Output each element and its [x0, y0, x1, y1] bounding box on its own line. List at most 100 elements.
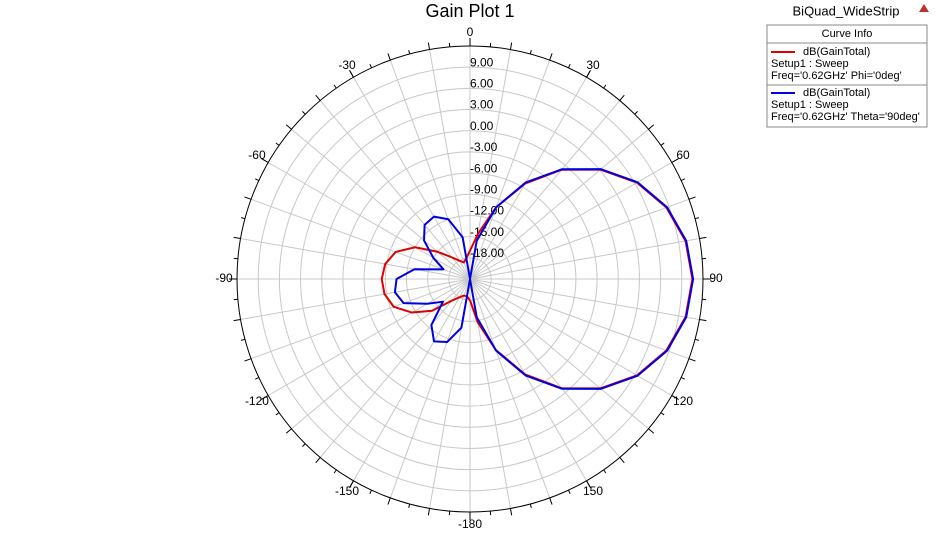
series-line — [393, 168, 695, 390]
legend-setup: Setup1 : Sweep — [771, 58, 849, 70]
outer-tick — [648, 428, 655, 434]
grid-circle — [363, 172, 577, 386]
grid-circle — [278, 87, 662, 471]
spoke — [469, 278, 690, 360]
outer-tick — [660, 142, 665, 146]
outer-tick — [275, 142, 280, 146]
angle-tick-label: 30 — [586, 58, 600, 72]
angle-tick-label: -30 — [338, 58, 356, 72]
outer-tick — [387, 497, 391, 505]
grid-circle — [321, 130, 619, 428]
angle-tick — [586, 480, 591, 488]
spoke — [469, 198, 690, 280]
legend-freq: Freq='0.62GHz' Theta='90deg' — [771, 111, 920, 123]
r-tick-label: -6.00 — [470, 161, 498, 175]
angle-tick — [671, 158, 679, 163]
outer-tick — [427, 508, 431, 516]
outer-tick — [680, 377, 686, 380]
spoke — [389, 59, 471, 280]
angle-tick — [671, 395, 679, 400]
grid-circle — [405, 214, 535, 344]
outer-tick — [509, 42, 513, 50]
spoke — [469, 238, 700, 280]
outer-tick — [408, 503, 411, 509]
angle-tick-label: 0 — [467, 25, 474, 39]
outer-tick — [694, 217, 700, 220]
outer-tick — [254, 377, 260, 380]
outer-tick — [285, 124, 292, 130]
outer-tick — [634, 443, 638, 447]
angle-tick-label: -90 — [215, 271, 233, 285]
spoke — [389, 278, 471, 499]
angle-tick — [349, 480, 354, 488]
outer-tick — [387, 53, 391, 61]
spoke — [469, 278, 587, 482]
outer-tick — [648, 124, 655, 130]
grid-circle — [342, 151, 598, 407]
outer-tick — [315, 457, 321, 464]
spoke — [469, 278, 649, 430]
spoke — [240, 238, 471, 280]
spoke — [469, 76, 587, 280]
angle-tick-label: -60 — [248, 148, 266, 162]
outer-tick — [694, 338, 700, 341]
grid-circle — [257, 66, 683, 492]
chart-title: Gain Plot 1 — [425, 1, 514, 21]
outer-tick — [699, 236, 707, 240]
spoke — [250, 198, 471, 280]
outer-tick — [529, 503, 532, 509]
angle-tick-label: -180 — [458, 517, 482, 531]
outer-tick — [427, 42, 431, 50]
outer-tick — [688, 196, 696, 200]
angle-tick-label: -150 — [335, 484, 359, 498]
r-tick-label: -15.00 — [470, 225, 504, 239]
spoke — [267, 278, 471, 396]
spoke — [469, 59, 551, 280]
legend-title: Curve Info — [822, 28, 873, 40]
outer-tick — [285, 428, 292, 434]
outer-tick — [619, 94, 625, 101]
outer-tick — [240, 338, 246, 341]
outer-tick — [369, 63, 372, 69]
r-tick-label: 6.00 — [470, 77, 494, 91]
outer-tick — [254, 178, 260, 181]
legend-freq: Freq='0.62GHz' Phi='0deg' — [771, 70, 902, 82]
spoke — [291, 128, 471, 280]
outer-tick — [509, 508, 513, 516]
outer-tick — [244, 196, 252, 200]
angle-tick-label: 120 — [673, 394, 693, 408]
outer-tick — [244, 358, 252, 362]
spoke — [469, 278, 551, 499]
legend: dB(GainTotal)Setup1 : SweepFreq='0.62GHz… — [767, 46, 927, 123]
outer-tick — [603, 469, 607, 474]
spoke — [353, 278, 471, 482]
legend-label: dB(GainTotal) — [803, 87, 870, 99]
outer-tick — [699, 318, 707, 322]
outer-tick — [333, 84, 337, 89]
spoke — [469, 278, 700, 320]
angle-tick — [349, 70, 354, 78]
outer-tick — [233, 318, 241, 322]
spoke — [267, 162, 471, 280]
grid-circle — [300, 109, 640, 449]
outer-tick — [240, 217, 246, 220]
project-name: BiQuad_WideStrip — [793, 3, 900, 18]
outer-tick — [634, 111, 638, 115]
grid-circle — [427, 236, 513, 322]
outer-tick — [408, 49, 411, 55]
grid-circle — [384, 193, 556, 365]
angle-tick-label: 90 — [709, 271, 723, 285]
r-tick-label: 3.00 — [470, 98, 494, 112]
r-tick-label: -9.00 — [470, 182, 498, 196]
outer-tick — [369, 489, 372, 495]
angle-tick-label: 150 — [583, 484, 603, 498]
r-tick-label: 0.00 — [470, 119, 494, 133]
outer-tick — [333, 469, 337, 474]
outer-tick — [275, 412, 280, 416]
outer-tick — [568, 489, 571, 495]
outer-tick — [549, 53, 553, 61]
angle-tick-label: 60 — [676, 148, 690, 162]
outer-tick — [568, 63, 571, 69]
outer-tick — [660, 412, 665, 416]
